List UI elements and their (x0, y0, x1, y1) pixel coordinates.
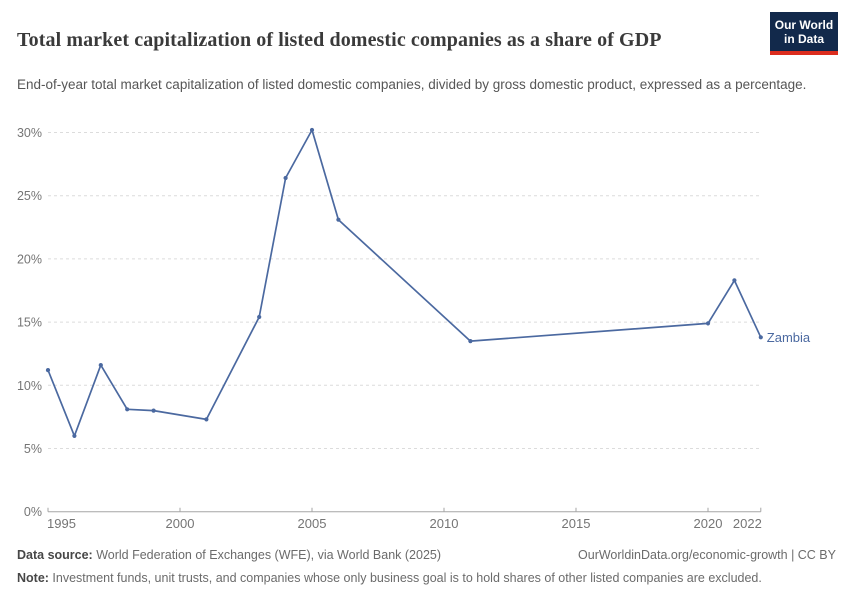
y-tick-label: 15% (17, 316, 42, 330)
data-source-line: Data source: World Federation of Exchang… (17, 547, 441, 563)
chart-area: 0% 5% 10% 15% 20% 25% 30% 1995 2000 2005 2010 2015 2… (0, 118, 850, 538)
x-tick-label: 1995 (47, 516, 76, 531)
data-point (336, 217, 341, 222)
x-tick-label: 2005 (298, 516, 327, 531)
owid-link-text: OurWorldinData.org/economic-growth | CC … (578, 548, 836, 562)
series-line (47, 129, 762, 437)
data-point (151, 408, 156, 413)
data-point (45, 368, 51, 373)
y-tick-label: 20% (17, 252, 42, 266)
data-point (309, 127, 315, 133)
y-tick-label: 25% (17, 189, 42, 203)
data-point (72, 433, 77, 438)
entity-label: Zambia (767, 330, 811, 345)
data-point (705, 321, 711, 326)
x-tick-label: 2020 (694, 516, 723, 531)
data-point (125, 407, 130, 412)
line-chart-svg: 0% 5% 10% 15% 20% 25% 30% 1995 2000 2005 2010 2015 2… (17, 126, 811, 531)
y-tick-label: 5% (24, 442, 42, 456)
owid-logo-line1: Our World (774, 18, 834, 32)
data-source-text: World Federation of Exchanges (WFE), via… (92, 548, 442, 562)
chart-note: Note: Investment funds, unit trusts, and… (17, 570, 836, 586)
data-point (758, 335, 763, 340)
y-tick-label: 10% (17, 379, 42, 393)
x-tick-label: 2022 (733, 516, 762, 531)
data-point (468, 339, 473, 344)
x-tick-label: 2000 (166, 516, 195, 531)
y-tick-label: 30% (17, 126, 42, 140)
y-tick-label: 0% (24, 505, 42, 519)
x-tick-label: 2015 (562, 516, 591, 531)
chart-subtitle: End-of-year total market capitalization … (17, 77, 807, 92)
page-title: Total market capitalization of listed do… (17, 29, 662, 52)
data-point (732, 278, 737, 283)
chart-footer: Data source: World Federation of Exchang… (17, 547, 836, 563)
data-point (283, 175, 288, 181)
data-source-label: Data source: (17, 548, 93, 562)
x-tick-label: 2010 (430, 516, 459, 531)
note-text: Investment funds, unit trusts, and compa… (48, 571, 762, 585)
note-label: Note: (17, 571, 49, 585)
data-point (204, 417, 209, 422)
owid-logo-line2: in Data (783, 32, 824, 46)
owid-logo: Our World in Data (770, 12, 838, 55)
data-point (98, 363, 103, 368)
data-point (257, 314, 262, 320)
